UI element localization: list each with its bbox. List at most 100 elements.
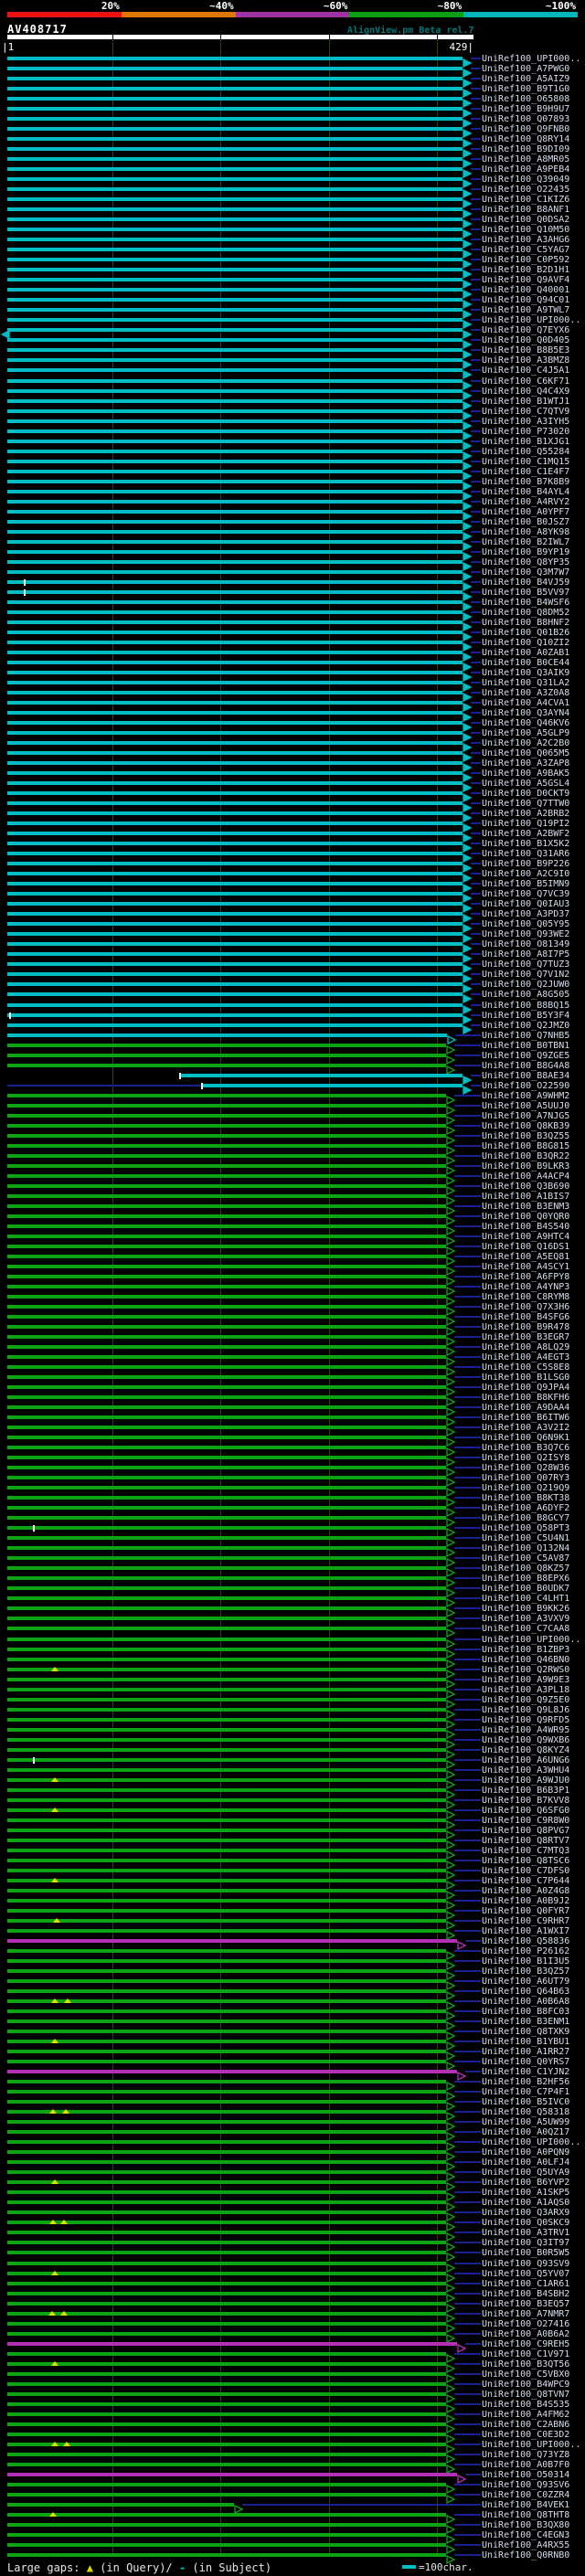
hit-accession-label[interactable]: UniRef100_B4SFG6: [482, 1312, 570, 1322]
alignment-bar[interactable]: [7, 509, 463, 514]
hit-accession-label[interactable]: UniRef100_A0QZ17: [482, 2127, 570, 2138]
alignment-bar[interactable]: [7, 1203, 446, 1208]
hit-accession-label[interactable]: UniRef100_Q6N9K1: [482, 1433, 570, 1444]
alignment-bar[interactable]: [7, 1325, 446, 1330]
alignment-bar[interactable]: [7, 177, 463, 182]
hit-accession-label[interactable]: UniRef100_A4SCY1: [482, 1261, 570, 1272]
hit-accession-label[interactable]: UniRef100_C5U4N1: [482, 1533, 570, 1544]
hit-accession-label[interactable]: UniRef100_B9YP19: [482, 546, 570, 557]
alignment-bar[interactable]: [7, 2452, 446, 2456]
hit-accession-label[interactable]: UniRef100_A4CVA1: [482, 698, 570, 709]
hit-accession-label[interactable]: UniRef100_B8BQ15: [482, 1000, 570, 1011]
hit-accession-label[interactable]: UniRef100_A1AQS0: [482, 2198, 570, 2209]
alignment-bar[interactable]: [7, 610, 463, 614]
alignment-bar[interactable]: [7, 942, 463, 947]
alignment-bar[interactable]: [7, 1586, 446, 1591]
alignment-bar[interactable]: [7, 398, 463, 403]
hit-accession-label[interactable]: UniRef100_A9WJU0: [482, 1775, 570, 1786]
alignment-bar[interactable]: [7, 1757, 446, 1762]
alignment-bar[interactable]: [7, 832, 463, 836]
alignment-bar[interactable]: [7, 288, 463, 292]
hit-accession-label[interactable]: UniRef100_C0E3D2: [482, 2429, 570, 2440]
alignment-bar[interactable]: [7, 2140, 446, 2145]
alignment-bar[interactable]: [7, 982, 463, 987]
alignment-bar[interactable]: [7, 1818, 446, 1822]
alignment-bar[interactable]: [201, 1083, 463, 1087]
alignment-bar[interactable]: [7, 1123, 446, 1128]
hit-accession-label[interactable]: UniRef100_Q065M5: [482, 748, 570, 759]
hit-accession-label[interactable]: UniRef100_A0YPF7: [482, 506, 570, 517]
hit-accession-label[interactable]: UniRef100_B4S535: [482, 2399, 570, 2410]
hit-accession-label[interactable]: UniRef100_O81349: [482, 939, 570, 950]
alignment-bar[interactable]: [7, 1183, 446, 1188]
hit-accession-label[interactable]: UniRef100_B0JSZ7: [482, 516, 570, 527]
alignment-bar[interactable]: [7, 1848, 446, 1852]
hit-accession-label[interactable]: UniRef100_B8KFH6: [482, 1393, 570, 1404]
alignment-bar[interactable]: [7, 1506, 446, 1511]
hit-accession-label[interactable]: UniRef100_B6YVP2: [482, 2178, 570, 2189]
alignment-bar[interactable]: [7, 348, 463, 353]
hit-accession-label[interactable]: UniRef100_B3EQ57: [482, 2298, 570, 2309]
alignment-bar[interactable]: [7, 569, 463, 574]
hit-accession-label[interactable]: UniRef100_A0B6A8: [482, 1997, 570, 2008]
hit-accession-label[interactable]: UniRef100_A0ZAB1: [482, 647, 570, 658]
hit-accession-label[interactable]: UniRef100_B9P226: [482, 859, 570, 870]
hit-accession-label[interactable]: UniRef100_B4VJ59: [482, 577, 570, 588]
hit-accession-label[interactable]: UniRef100_Q46BN0: [482, 1654, 570, 1665]
alignment-bar[interactable]: [7, 1113, 446, 1118]
hit-accession-label[interactable]: UniRef100_B1YBU1: [482, 2037, 570, 2048]
alignment-bar[interactable]: [7, 1214, 446, 1218]
hit-accession-label[interactable]: UniRef100_B8G815: [482, 1140, 570, 1151]
hit-accession-label[interactable]: UniRef100_C1KIZ6: [482, 195, 570, 206]
alignment-bar[interactable]: [7, 2160, 446, 2165]
hit-accession-label[interactable]: UniRef100_A7PWG0: [482, 64, 570, 75]
alignment-bar[interactable]: [7, 1526, 446, 1531]
alignment-bar[interactable]: [7, 771, 463, 776]
hit-accession-label[interactable]: UniRef100_A5UUJ0: [482, 1100, 570, 1111]
alignment-bar[interactable]: [7, 2120, 446, 2125]
alignment-bar[interactable]: [7, 922, 463, 927]
alignment-bar[interactable]: [7, 268, 463, 272]
alignment-bar[interactable]: [7, 1717, 446, 1722]
alignment-bar[interactable]: [7, 962, 463, 967]
alignment-bar[interactable]: [7, 2311, 446, 2316]
hit-accession-label[interactable]: UniRef100_B3QZ55: [482, 1130, 570, 1141]
alignment-bar[interactable]: [7, 2281, 446, 2285]
hit-accession-label[interactable]: UniRef100_A8YK98: [482, 526, 570, 537]
hit-accession-label[interactable]: UniRef100_A4YNP3: [482, 1281, 570, 1292]
alignment-bar[interactable]: [7, 127, 463, 132]
alignment-bar[interactable]: [7, 258, 463, 262]
alignment-bar[interactable]: [7, 2432, 446, 2436]
hit-accession-label[interactable]: UniRef100_Q07RY3: [482, 1473, 570, 1484]
alignment-bar[interactable]: [7, 1133, 446, 1138]
hit-accession-label[interactable]: UniRef100_C4J5A1: [482, 366, 570, 376]
hit-accession-label[interactable]: UniRef100_A8I7P5: [482, 949, 570, 960]
hit-accession-label[interactable]: UniRef100_Q94C01: [482, 295, 570, 306]
hit-accession-label[interactable]: UniRef100_Q8TVN7: [482, 2389, 570, 2400]
hit-accession-label[interactable]: UniRef100_B4AYL4: [482, 486, 570, 497]
alignment-bar[interactable]: [7, 701, 463, 705]
alignment-bar[interactable]: [7, 2442, 446, 2446]
hit-accession-label[interactable]: UniRef100_B2D1H1: [482, 265, 570, 276]
alignment-bar[interactable]: [7, 2522, 446, 2527]
hit-accession-label[interactable]: UniRef100_Q10ZI2: [482, 637, 570, 648]
alignment-bar[interactable]: [7, 1878, 446, 1882]
alignment-bar[interactable]: [7, 1908, 446, 1913]
hit-accession-label[interactable]: UniRef100_A1BIS7: [482, 1191, 570, 1202]
hit-accession-label[interactable]: UniRef100_Q0DSA2: [482, 215, 570, 226]
alignment-bar[interactable]: [7, 731, 463, 736]
hit-accession-label[interactable]: UniRef100_Q0IAU3: [482, 899, 570, 910]
hit-accession-label[interactable]: UniRef100_Q8KB39: [482, 1120, 570, 1131]
alignment-bar[interactable]: [7, 1888, 446, 1892]
alignment-bar[interactable]: [7, 57, 463, 60]
alignment-bar[interactable]: [7, 2532, 446, 2537]
alignment-bar[interactable]: [7, 2271, 446, 2275]
hit-accession-label[interactable]: UniRef100_A9PEB4: [482, 164, 570, 175]
hit-accession-label[interactable]: UniRef100_A9BAK5: [482, 769, 570, 779]
hit-accession-label[interactable]: UniRef100_Q7TUZ3: [482, 959, 570, 970]
alignment-bar[interactable]: [7, 680, 463, 684]
alignment-bar[interactable]: [7, 2492, 446, 2496]
hit-accession-label[interactable]: UniRef100_A2C2B0: [482, 738, 570, 749]
alignment-bar[interactable]: [7, 167, 463, 172]
hit-accession-label[interactable]: UniRef100_Q8THT8: [482, 2509, 570, 2520]
